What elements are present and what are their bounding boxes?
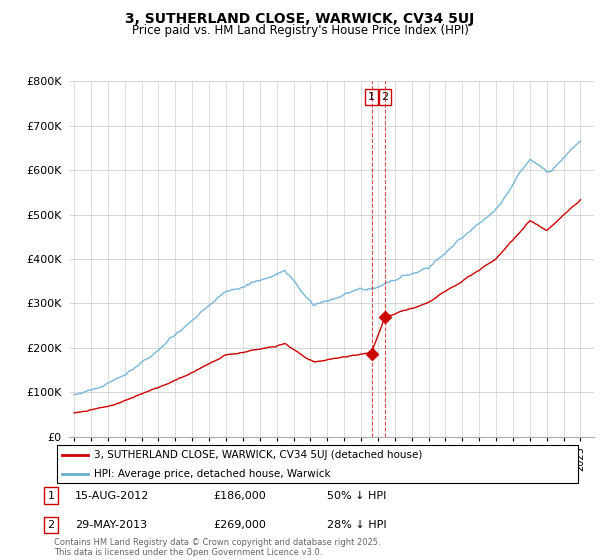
Text: 3, SUTHERLAND CLOSE, WARWICK, CV34 5UJ: 3, SUTHERLAND CLOSE, WARWICK, CV34 5UJ xyxy=(125,12,475,26)
Text: 1: 1 xyxy=(47,491,55,501)
Text: 50% ↓ HPI: 50% ↓ HPI xyxy=(327,491,386,501)
Text: Contains HM Land Registry data © Crown copyright and database right 2025.
This d: Contains HM Land Registry data © Crown c… xyxy=(54,538,380,557)
Text: 2: 2 xyxy=(47,520,55,530)
Text: 3, SUTHERLAND CLOSE, WARWICK, CV34 5UJ (detached house): 3, SUTHERLAND CLOSE, WARWICK, CV34 5UJ (… xyxy=(94,450,422,460)
Text: 2: 2 xyxy=(381,92,388,102)
Text: £269,000: £269,000 xyxy=(213,520,266,530)
Text: HPI: Average price, detached house, Warwick: HPI: Average price, detached house, Warw… xyxy=(94,469,330,478)
Text: £186,000: £186,000 xyxy=(213,491,266,501)
Text: 1: 1 xyxy=(368,92,375,102)
Text: Price paid vs. HM Land Registry's House Price Index (HPI): Price paid vs. HM Land Registry's House … xyxy=(131,24,469,36)
Text: 28% ↓ HPI: 28% ↓ HPI xyxy=(327,520,386,530)
Text: 15-AUG-2012: 15-AUG-2012 xyxy=(75,491,149,501)
FancyBboxPatch shape xyxy=(56,445,578,483)
Text: 29-MAY-2013: 29-MAY-2013 xyxy=(75,520,147,530)
